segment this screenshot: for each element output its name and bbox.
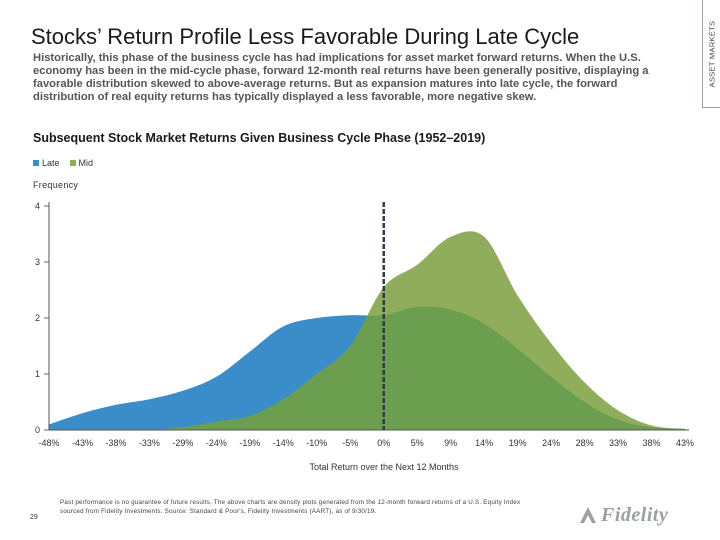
x-axis-title: Total Return over the Next 12 Months [309, 462, 459, 472]
x-tick-label: -10% [306, 438, 327, 448]
page-title: Stocks’ Return Profile Less Favorable Du… [31, 24, 580, 49]
density-chart: 0 1 2 3 4 -48% -43% -38% -33% -29% -24% -19% -14% -10… [35, 201, 694, 448]
section-tab-label: ASSET MARKETS [707, 20, 716, 87]
x-tick-label: 24% [542, 438, 560, 448]
x-tick-label: -5% [342, 438, 358, 448]
legend-item-late: Late [33, 158, 60, 168]
y-tick-label: 1 [35, 369, 40, 379]
logo-mark-icon [580, 507, 596, 523]
x-tick-label: -29% [172, 438, 193, 448]
disclaimer: Past performance is no guarantee of futu… [60, 499, 521, 515]
x-tick-label: 19% [509, 438, 527, 448]
x-tick-label: 43% [676, 438, 694, 448]
x-tick-label: 0% [377, 438, 390, 448]
x-tick-label: 9% [444, 438, 457, 448]
y-axis-title: Frequency [33, 180, 79, 190]
fidelity-logo: Fidelity [578, 502, 690, 528]
y-tick-label: 2 [35, 313, 40, 323]
x-tick-label: -38% [105, 438, 126, 448]
page-number: 29 [30, 514, 38, 521]
y-tick-label: 0 [35, 425, 40, 435]
legend-swatch-mid [69, 160, 76, 166]
x-tick-label: -48% [38, 438, 59, 448]
x-tick-label: 28% [576, 438, 594, 448]
x-tick-label: 33% [609, 438, 627, 448]
y-tick-label: 4 [35, 201, 40, 211]
chart-title: Subsequent Stock Market Returns Given Bu… [33, 131, 486, 145]
x-tick-label: -43% [72, 438, 93, 448]
chart-legend: Late Mid [33, 158, 93, 168]
x-tick-label: -24% [206, 438, 227, 448]
x-tick-label: 38% [643, 438, 661, 448]
x-tick-label: -14% [273, 438, 294, 448]
intro-paragraph: Historically, this phase of the business… [33, 52, 649, 103]
y-tick-label: 3 [35, 257, 40, 267]
section-tab: ASSET MARKETS [702, 0, 720, 108]
x-tick-label: 5% [411, 438, 424, 448]
legend-swatch-late [33, 160, 39, 166]
legend-label-late: Late [42, 158, 60, 168]
x-tick-label: -19% [239, 438, 260, 448]
legend-item-mid: Mid [69, 158, 94, 168]
logo-text: Fidelity [601, 503, 669, 526]
x-tick-label: -33% [139, 438, 160, 448]
x-tick-label: 14% [475, 438, 493, 448]
series-overlap-area [49, 306, 685, 430]
legend-label-mid: Mid [78, 158, 94, 168]
